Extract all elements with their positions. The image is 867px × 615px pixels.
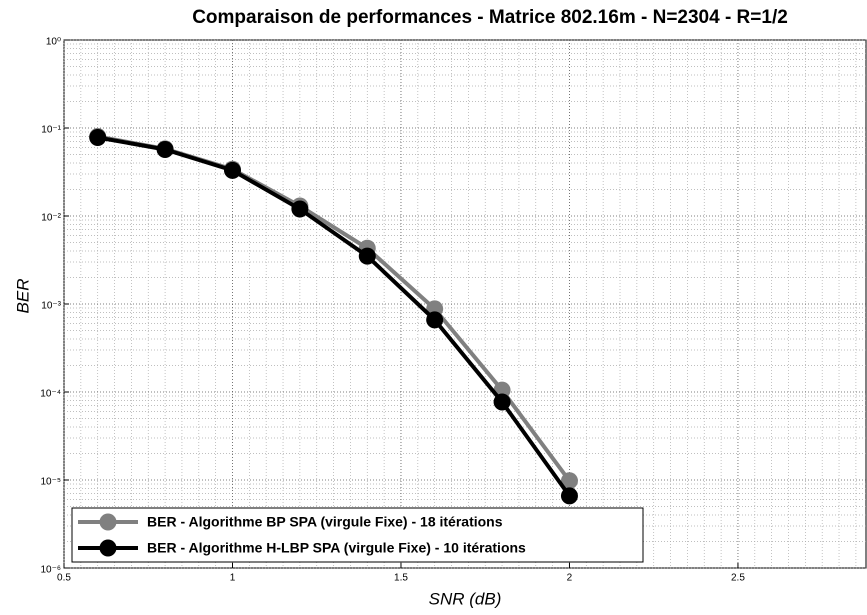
marker	[560, 472, 578, 490]
x-axis-label: SNR (dB)	[429, 589, 502, 608]
legend-label: BER - Algorithme BP SPA (virgule Fixe) -…	[147, 514, 503, 530]
legend: BER - Algorithme BP SPA (virgule Fixe) -…	[71, 507, 644, 563]
legend-label: BER - Algorithme H-LBP SPA (virgule Fixe…	[147, 540, 526, 556]
plot-area	[63, 39, 867, 569]
marker	[89, 128, 107, 146]
legend-box	[71, 507, 644, 563]
x-tick-label: 2.5	[731, 573, 745, 584]
y-tick-label: 10⁻¹	[41, 125, 61, 136]
marker	[358, 247, 376, 265]
x-tick-label: 0.5	[57, 573, 71, 584]
marker	[156, 140, 174, 158]
y-tick-label: 10⁰	[46, 37, 61, 48]
series-line	[97, 135, 572, 498]
legend-marker	[99, 539, 117, 557]
y-axis-label: BER	[13, 279, 32, 314]
marker	[291, 200, 309, 218]
series-layer	[89, 128, 578, 505]
chart-title: Comparaison de performances - Matrice 80…	[192, 7, 788, 28]
marker	[493, 393, 511, 411]
marker	[223, 161, 241, 179]
y-tick-label: 10⁻⁴	[40, 389, 61, 400]
x-tick-label: 1	[230, 573, 236, 584]
y-tick-label: 10⁻²	[41, 213, 61, 224]
x-tick-label: 1.5	[394, 573, 408, 584]
legend-marker	[99, 513, 117, 531]
y-tick-label: 10⁻³	[41, 301, 61, 312]
marker	[426, 311, 444, 329]
marker	[560, 487, 578, 505]
y-tick-label: 10⁻⁶	[40, 565, 61, 576]
x-tick-label: 2	[567, 573, 573, 584]
y-tick-label: 10⁻⁵	[40, 477, 61, 488]
